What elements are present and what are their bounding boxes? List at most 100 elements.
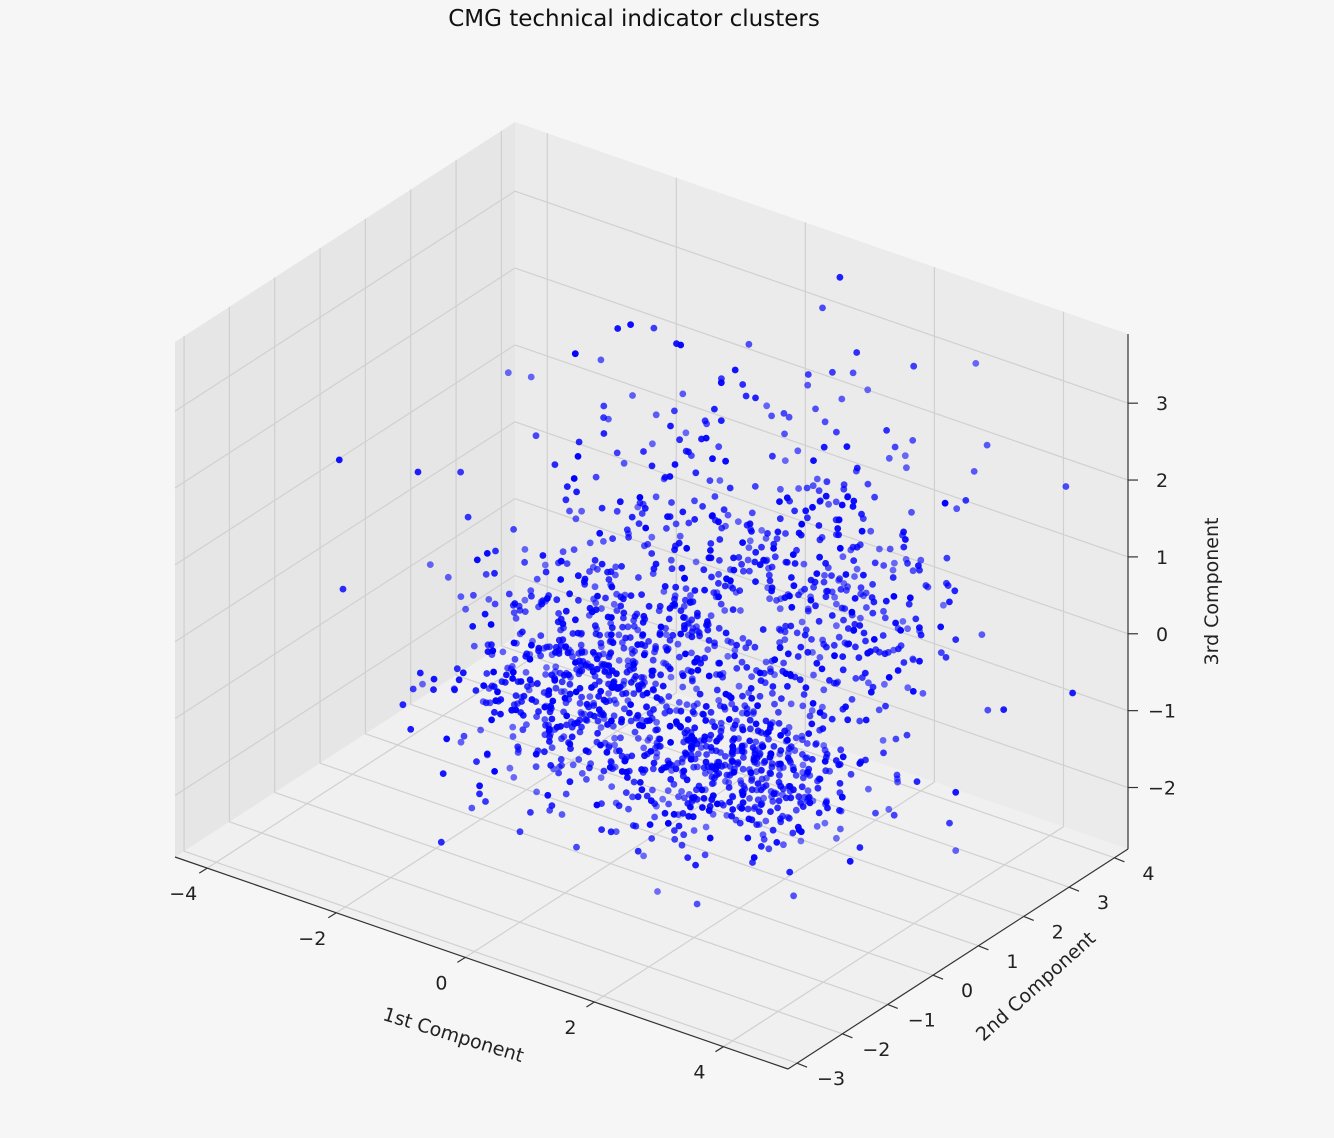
data-point (563, 560, 571, 567)
data-point (731, 705, 739, 713)
data-point (563, 483, 571, 490)
data-point (774, 804, 781, 812)
data-point (771, 671, 778, 679)
data-point (710, 779, 717, 787)
data-point (566, 690, 574, 698)
data-point (847, 770, 855, 778)
data-point (675, 699, 683, 706)
data-point (789, 829, 797, 837)
data-point (459, 669, 467, 677)
data-point (844, 493, 851, 501)
data-point (684, 854, 692, 861)
data-point (655, 735, 663, 743)
data-point (860, 629, 868, 637)
data-point (758, 543, 765, 551)
data-point (621, 705, 628, 713)
grid-z-back (514, 267, 1129, 481)
data-point (473, 556, 481, 564)
data-point (335, 456, 343, 464)
data-point (689, 624, 697, 632)
data-point (631, 647, 638, 655)
data-point (908, 508, 915, 516)
data-point (648, 835, 656, 842)
data-point (678, 841, 686, 849)
data-point (853, 464, 861, 472)
data-point (684, 716, 692, 723)
data-point (653, 718, 660, 726)
data-point (744, 556, 752, 564)
data-point (670, 780, 678, 788)
data-point (713, 762, 720, 769)
data-point (839, 666, 847, 674)
data-point (834, 525, 842, 532)
data-point (748, 509, 756, 517)
data-point (711, 642, 718, 650)
data-point (729, 806, 737, 813)
data-point (544, 791, 552, 799)
data-point (659, 795, 667, 803)
data-point (706, 834, 714, 842)
data-point (798, 618, 806, 626)
data-point (835, 633, 843, 641)
data-point (666, 513, 674, 520)
data-point (769, 689, 776, 697)
data-point (779, 791, 786, 799)
data-point (457, 738, 465, 746)
data-point (407, 725, 415, 733)
data-point (533, 680, 541, 688)
data-point (721, 761, 729, 769)
data-point (591, 556, 599, 564)
data-point (679, 683, 687, 691)
data-point (689, 813, 697, 821)
data-point (796, 676, 804, 684)
data-point (683, 701, 691, 708)
data-point (693, 786, 700, 794)
data-point (598, 826, 605, 833)
data-point (566, 507, 573, 515)
data-point (639, 631, 647, 638)
data-point (602, 661, 610, 669)
data-point (784, 729, 791, 737)
data-point (743, 664, 751, 671)
data-point (833, 834, 840, 842)
data-point (483, 751, 491, 759)
data-point (605, 415, 612, 423)
data-point (722, 629, 730, 637)
data-point (527, 809, 534, 816)
data-point (761, 757, 769, 765)
data-point (857, 614, 864, 622)
data-point (565, 739, 572, 746)
data-point (528, 641, 535, 649)
data-point (881, 650, 889, 658)
data-point (864, 649, 872, 657)
data-point (733, 717, 740, 725)
data-point (791, 507, 798, 515)
data-point (795, 485, 802, 492)
data-point (779, 785, 787, 793)
data-point (690, 736, 698, 744)
data-point (473, 758, 480, 765)
data-point (665, 693, 673, 700)
data-point (705, 637, 713, 644)
data-point (613, 607, 621, 614)
data-point (532, 432, 540, 440)
data-point (594, 729, 601, 737)
data-point (901, 452, 909, 460)
data-point (879, 632, 887, 639)
data-point (639, 500, 647, 508)
data-point (691, 516, 699, 523)
data-point (856, 541, 864, 549)
data-point (620, 459, 628, 467)
data-point (430, 675, 438, 683)
x-tick-label: 2 (564, 1017, 576, 1039)
data-point (540, 644, 548, 652)
data-point (776, 515, 784, 523)
y-tick (887, 1003, 898, 1010)
data-point (828, 715, 836, 723)
data-point (851, 573, 858, 580)
data-point (844, 716, 852, 724)
data-point (688, 616, 696, 624)
data-point (566, 778, 574, 786)
data-point (634, 847, 642, 855)
data-point (720, 506, 728, 513)
